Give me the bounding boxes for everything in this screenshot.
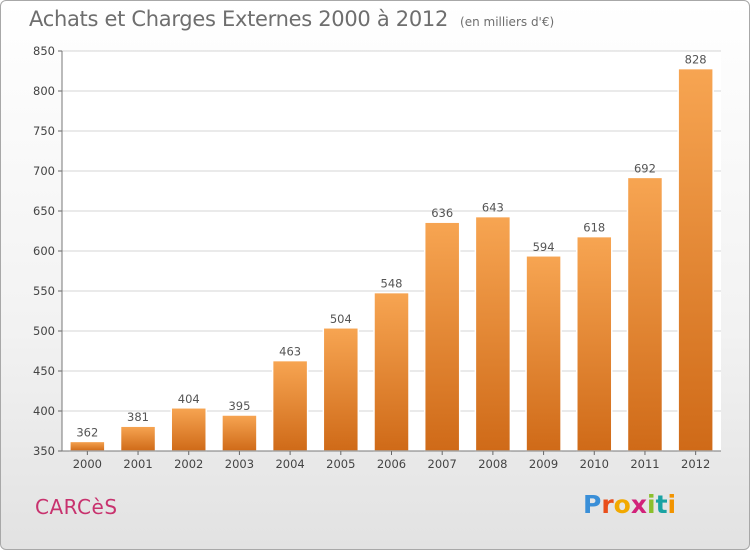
bar-value-label: 594 [533,240,555,254]
x-tick-label: 2009 [529,457,558,471]
bar-value-label: 395 [228,399,250,413]
y-tick-label: 600 [33,244,55,258]
bar-value-label: 636 [431,206,453,220]
x-tick-label: 2006 [377,457,406,471]
x-tick-label: 2010 [580,457,609,471]
y-tick-label: 650 [33,204,55,218]
bar-value-label: 828 [685,53,707,67]
bar-value-label: 548 [381,277,403,291]
bar-value-label: 404 [178,392,200,406]
bar-value-label: 504 [330,312,352,326]
bar-value-label: 362 [76,425,98,439]
logo-letter: x [630,490,647,519]
x-tick-label: 2012 [681,457,710,471]
bar-value-label: 381 [127,410,149,424]
logo-letter: o [613,490,631,519]
x-tick-label: 2011 [630,457,659,471]
bar [423,221,461,452]
bar-value-label: 618 [583,221,605,235]
y-tick-label: 450 [33,364,55,378]
x-tick-label: 2007 [428,457,457,471]
logo-letter: t [655,490,668,519]
bar-value-label: 463 [279,345,301,359]
y-tick-label: 400 [33,404,55,418]
commune-name: CARCèS [35,495,118,519]
bar-value-label: 643 [482,201,504,215]
y-tick-label: 550 [33,284,55,298]
x-tick-label: 2003 [225,457,254,471]
bar-value-label: 692 [634,161,656,175]
bar [69,440,106,452]
bar [626,176,664,452]
logo-letter: r [601,490,614,519]
logo-letter: i [667,490,677,519]
bars: 362 381 404 395 463 504 548 636 643 594 618 692 828 [69,53,714,452]
title-text: Achats et Charges Externes 2000 à 2012 [29,7,449,31]
x-tick-label: 2005 [326,457,355,471]
logo-letter: P [583,490,602,519]
bar [677,67,714,452]
x-tick-label: 2002 [174,457,203,471]
bar [373,291,410,452]
x-tick-label: 2004 [275,457,304,471]
chart-title: Achats et Charges Externes 2000 à 2012 (e… [29,7,554,31]
bar [170,407,207,452]
bar [271,359,309,452]
bar [221,414,258,452]
axes: 350 400 450 500 550 600 650 700 750 800 850 2000 200… [33,44,721,471]
y-tick-label: 850 [33,44,55,58]
y-tick-label: 700 [33,164,55,178]
x-tick-label: 2001 [123,457,152,471]
bar [525,255,562,452]
proxiti-logo: Proxiti [583,490,676,519]
y-tick-label: 350 [33,444,55,458]
bar [322,327,360,452]
y-tick-label: 750 [33,124,55,138]
unit-label: (en milliers d'€) [460,15,555,29]
bar [474,215,512,452]
y-tick-label: 500 [33,324,55,338]
logo-letter: i [647,490,656,519]
bar [119,425,157,452]
x-tick-label: 2000 [73,457,102,471]
bar [576,235,613,452]
y-tick-label: 800 [33,84,55,98]
x-tick-label: 2008 [478,457,507,471]
